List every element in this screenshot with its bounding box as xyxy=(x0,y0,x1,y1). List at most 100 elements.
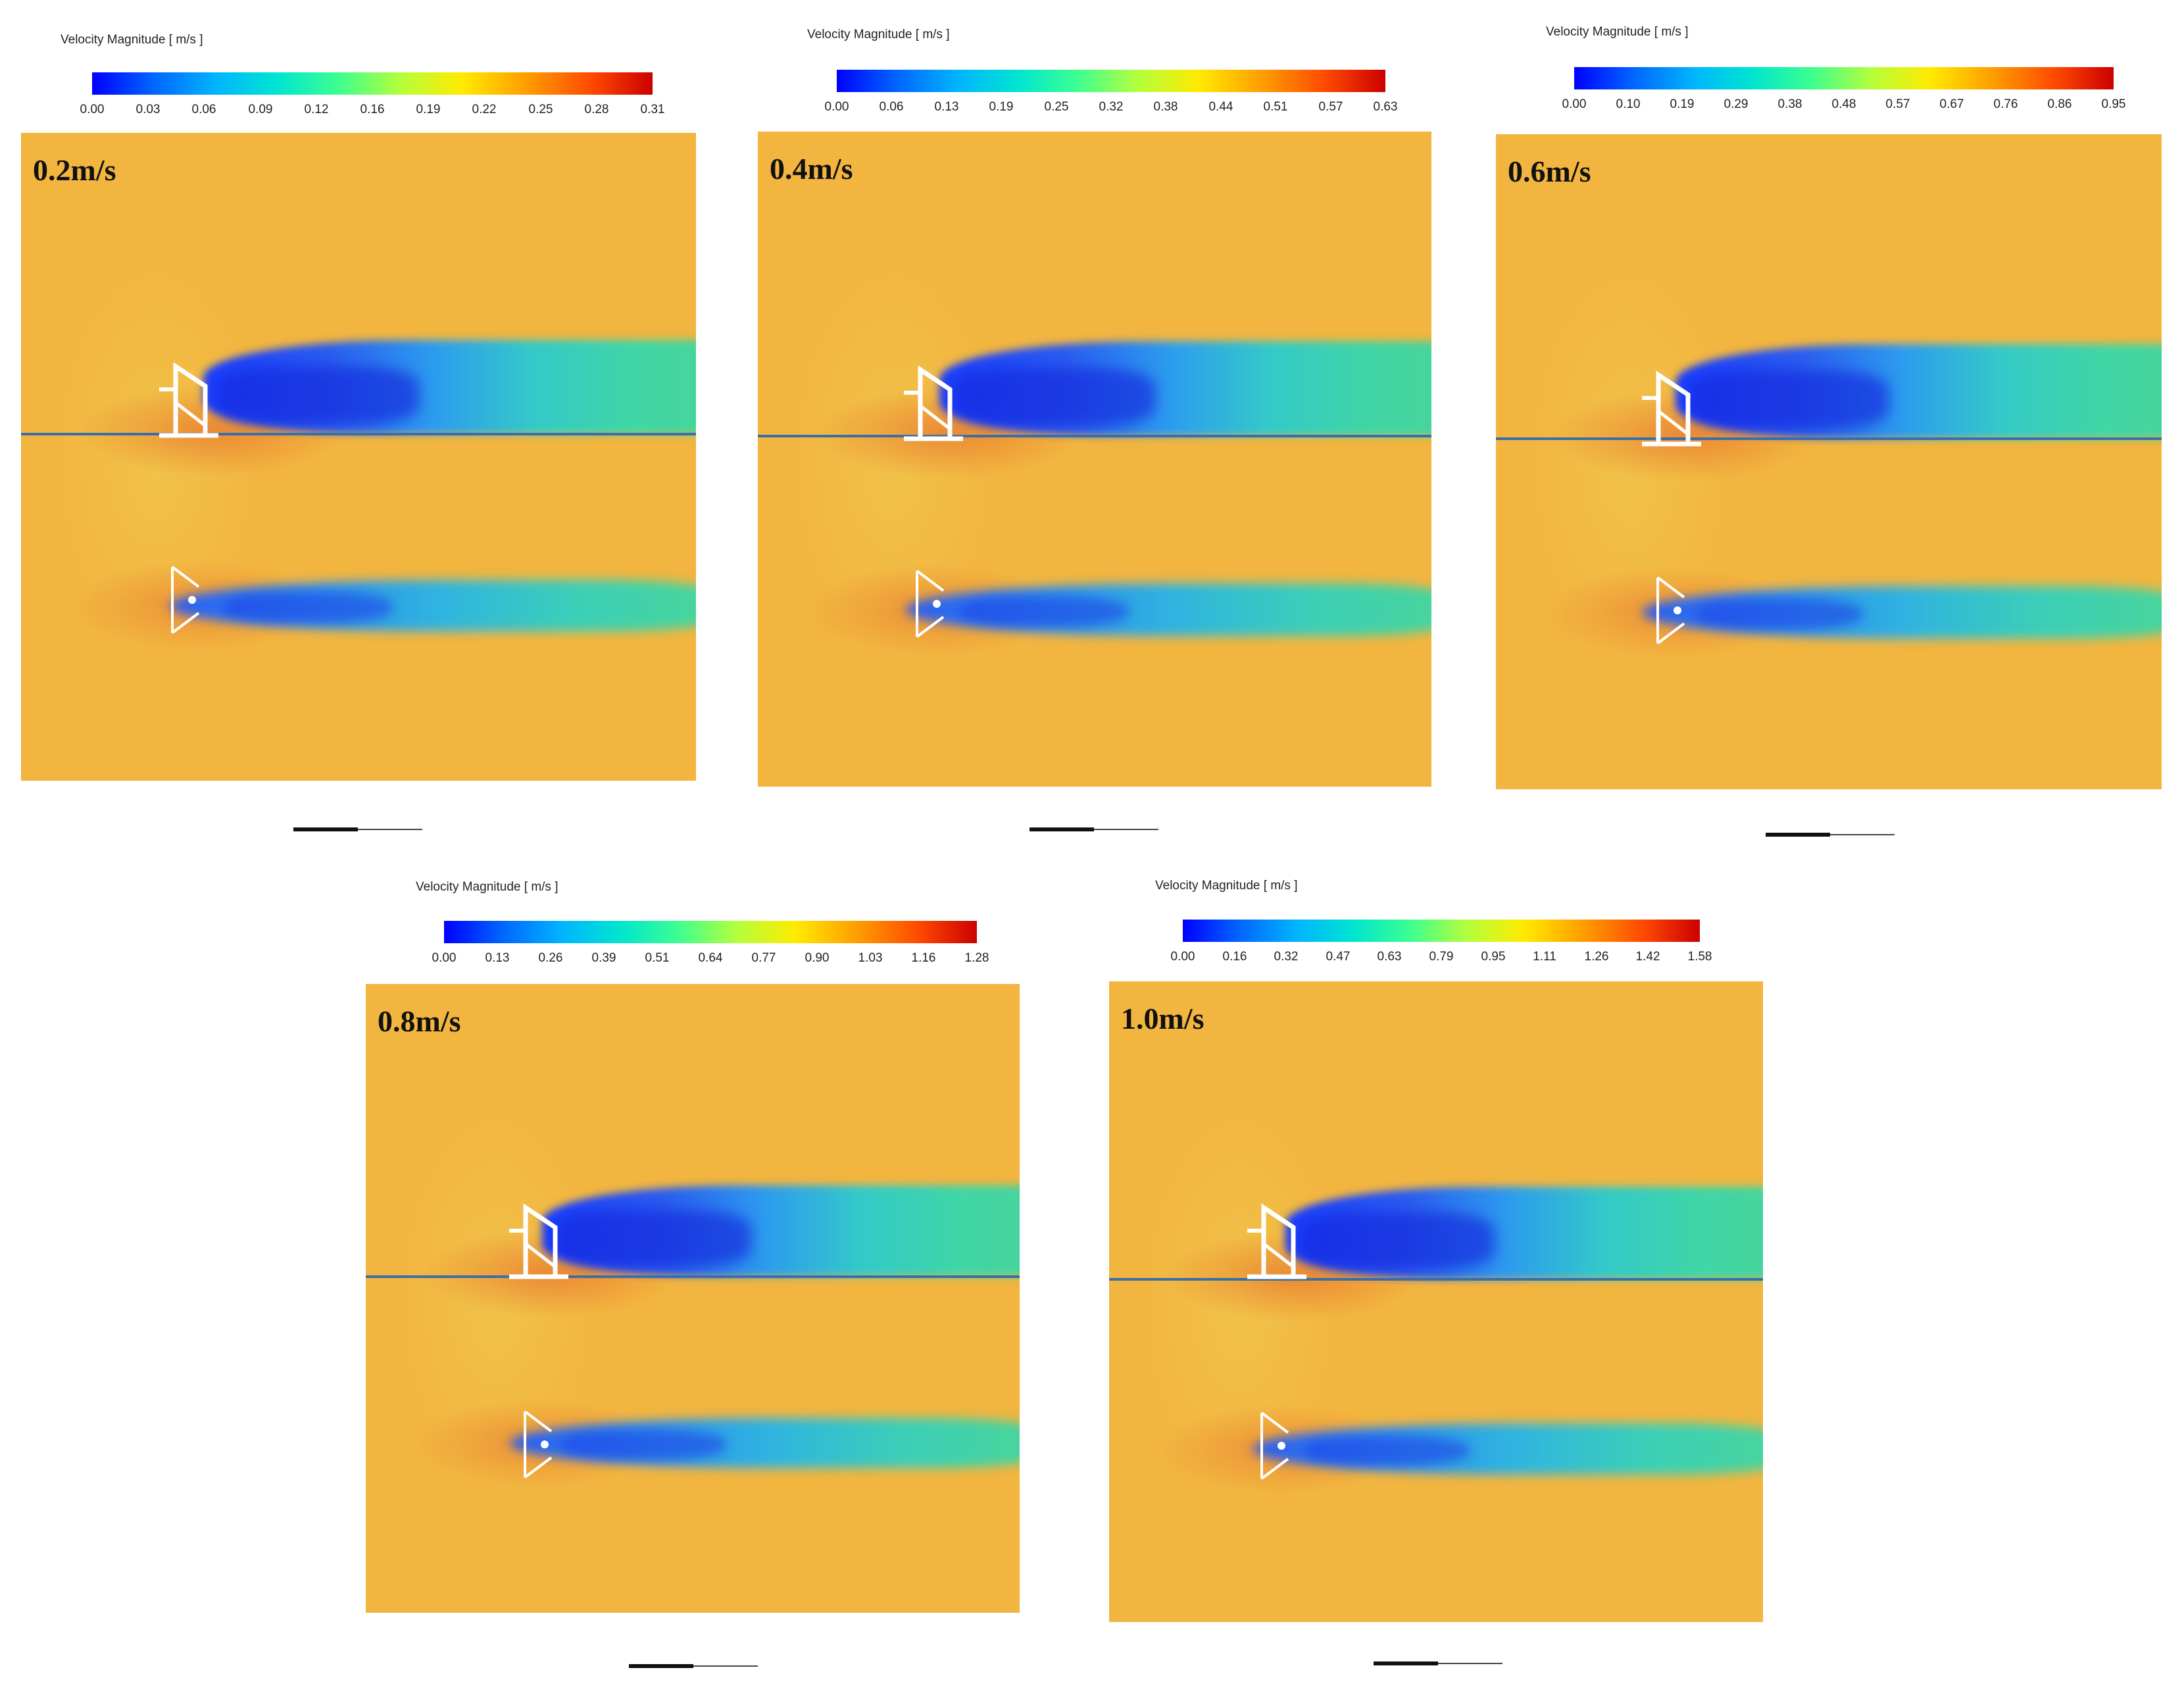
device-side-icon xyxy=(159,362,218,438)
tick: 1.42 xyxy=(1635,950,1660,964)
wake-core-top xyxy=(1299,1212,1495,1270)
tick: 1.16 xyxy=(911,951,936,965)
tick: 0.63 xyxy=(1373,100,1398,114)
tick: 0.12 xyxy=(304,103,329,116)
tick: 0.39 xyxy=(591,951,616,965)
colorbar-title-5: Velocity Magnitude [ m/s ] xyxy=(1155,879,1298,893)
tick: 0.00 xyxy=(824,100,849,114)
tick: 1.58 xyxy=(1687,950,1712,964)
device-side-icon xyxy=(509,1203,568,1279)
tick: 0.13 xyxy=(934,100,959,114)
tick: 0.51 xyxy=(645,951,670,965)
tick: 0.00 xyxy=(1562,97,1587,111)
tick: 0.57 xyxy=(1318,100,1343,114)
device-top-icon xyxy=(1260,1412,1289,1480)
tick: 0.48 xyxy=(1831,97,1856,111)
tick: 0.06 xyxy=(879,100,904,114)
wall-line xyxy=(21,433,696,436)
tick: 0.57 xyxy=(1885,97,1910,111)
inlet-velocity-label: 1.0m/s xyxy=(1121,1002,1204,1035)
colorbar-3 xyxy=(1574,67,2114,89)
tick: 0.00 xyxy=(80,103,105,116)
colorbar-title-2: Velocity Magnitude [ m/s ] xyxy=(807,28,950,41)
tick: 1.11 xyxy=(1533,950,1556,964)
wake-core-top xyxy=(216,366,420,425)
tick: 0.64 xyxy=(698,951,723,965)
tick: 0.47 xyxy=(1326,950,1351,964)
tick: 1.03 xyxy=(858,951,883,965)
tick: 0.32 xyxy=(1274,950,1299,964)
wall-line xyxy=(366,1275,1020,1278)
device-top-icon xyxy=(524,1410,553,1479)
wake-core-bottom xyxy=(1695,599,1862,629)
wake-core-bottom xyxy=(562,1430,726,1459)
tick: 0.22 xyxy=(472,103,497,116)
velocity-field-panel-3: 0.6m/s xyxy=(1496,134,2162,789)
wake-core-bottom xyxy=(960,597,1129,626)
tick: 0.09 xyxy=(248,103,273,116)
wake-core-top xyxy=(1689,370,1889,430)
tick: 0.10 xyxy=(1616,97,1641,111)
scale-bar-3 xyxy=(1766,829,1895,841)
tick: 0.77 xyxy=(751,951,776,965)
tick: 0.16 xyxy=(360,103,385,116)
device-top-icon xyxy=(1656,576,1685,645)
wake-core-bottom xyxy=(1305,1436,1469,1465)
tick: 0.13 xyxy=(485,951,510,965)
tick: 0.19 xyxy=(989,100,1014,114)
scale-bar-1 xyxy=(293,824,422,835)
tick: 0.06 xyxy=(191,103,216,116)
inlet-velocity-label: 0.6m/s xyxy=(1508,155,1591,188)
velocity-field-panel-1: 0.2m/s xyxy=(21,133,696,781)
device-side-icon xyxy=(1642,370,1701,447)
inlet-velocity-label: 0.2m/s xyxy=(33,153,116,187)
tick: 0.32 xyxy=(1099,100,1124,114)
tick: 0.51 xyxy=(1263,100,1288,114)
device-top-icon xyxy=(171,566,200,634)
velocity-field-panel-5: 1.0m/s xyxy=(1109,981,1763,1622)
colorbar-title-4: Velocity Magnitude [ m/s ] xyxy=(416,880,558,894)
colorbar-4 xyxy=(444,921,977,943)
scale-bar-2 xyxy=(1030,824,1158,835)
tick: 0.16 xyxy=(1222,950,1247,964)
device-top-icon xyxy=(916,570,945,638)
tick: 0.19 xyxy=(416,103,441,116)
wake-core-top xyxy=(953,367,1156,427)
tick: 0.29 xyxy=(1724,97,1749,111)
tick: 0.95 xyxy=(1481,950,1506,964)
colorbar-2 xyxy=(837,70,1385,92)
colorbar-1 xyxy=(92,72,653,95)
scale-bar-4 xyxy=(629,1660,758,1672)
tick: 0.00 xyxy=(432,951,457,965)
tick: 0.44 xyxy=(1208,100,1233,114)
tick: 0.86 xyxy=(2047,97,2072,111)
colorbar-5 xyxy=(1183,920,1700,942)
tick: 1.26 xyxy=(1584,950,1609,964)
velocity-field-panel-4: 0.8m/s xyxy=(366,984,1020,1613)
device-side-icon xyxy=(1247,1203,1306,1279)
tick: 0.25 xyxy=(528,103,553,116)
velocity-field-panel-2: 0.4m/s xyxy=(758,132,1431,787)
tick: 0.95 xyxy=(2101,97,2126,111)
tick: 0.76 xyxy=(1993,97,2018,111)
tick: 1.28 xyxy=(964,951,989,965)
tick: 0.28 xyxy=(584,103,609,116)
wake-core-top xyxy=(555,1210,752,1267)
tick: 0.25 xyxy=(1044,100,1069,114)
tick: 0.63 xyxy=(1377,950,1402,964)
wall-line xyxy=(758,435,1431,438)
tick: 0.38 xyxy=(1153,100,1178,114)
tick: 0.26 xyxy=(538,951,563,965)
tick: 0.03 xyxy=(136,103,161,116)
wall-line xyxy=(1109,1277,1763,1281)
tick: 0.19 xyxy=(1670,97,1695,111)
tick: 0.90 xyxy=(805,951,830,965)
wake-core-bottom xyxy=(223,593,393,622)
device-side-icon xyxy=(904,365,963,441)
tick: 0.00 xyxy=(1170,950,1195,964)
colorbar-title-3: Velocity Magnitude [ m/s ] xyxy=(1546,25,1689,39)
inlet-velocity-label: 0.4m/s xyxy=(770,152,853,185)
tick: 0.79 xyxy=(1429,950,1454,964)
colorbar-title-1: Velocity Magnitude [ m/s ] xyxy=(61,33,203,47)
inlet-velocity-label: 0.8m/s xyxy=(378,1004,461,1038)
